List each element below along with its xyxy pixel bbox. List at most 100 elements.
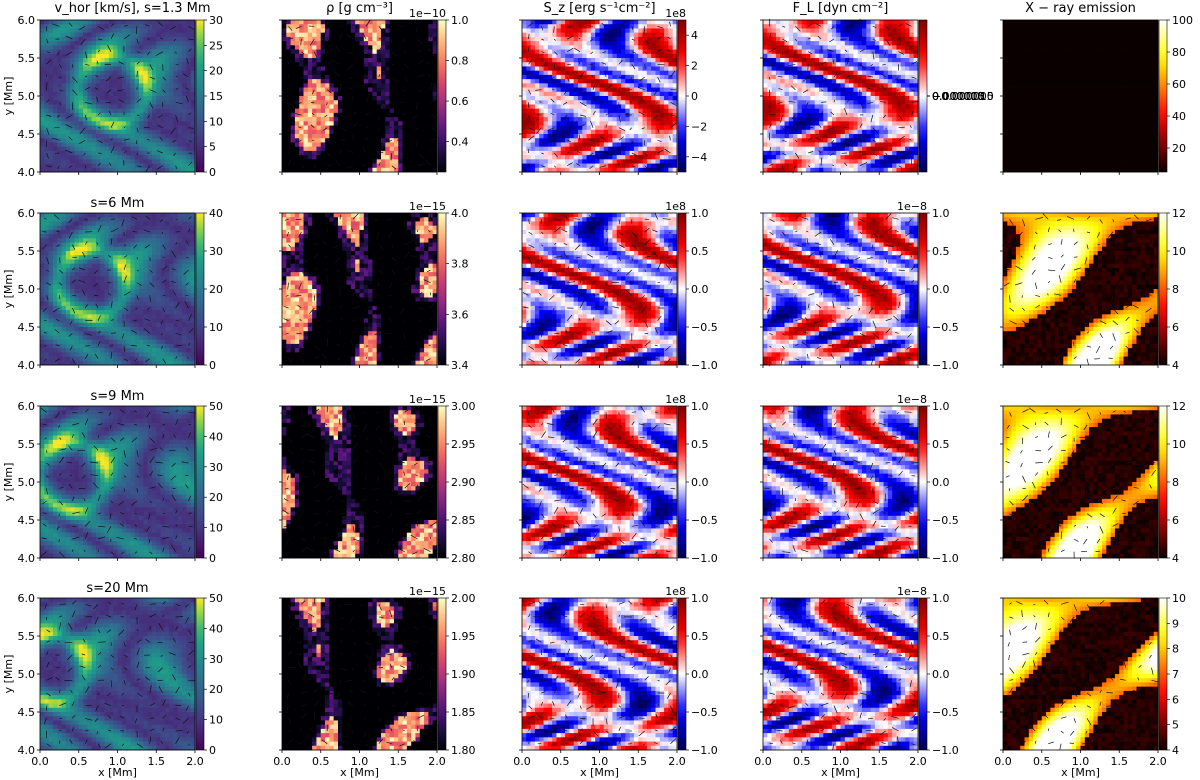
heatmap-cell [161,71,166,76]
heatmap-cell [182,96,187,101]
heatmap-cell [338,121,343,126]
heatmap-cell [806,71,811,76]
heatmap-cell [535,28,540,33]
heatmap-cell [647,79,652,84]
heatmap-cell [126,151,131,156]
heatmap-cell [372,88,377,93]
heatmap-cell [655,121,660,126]
heatmap-cell [780,159,785,164]
heatmap-cell [148,117,153,122]
heatmap-cell [385,20,390,25]
heatmap-cell [295,20,300,25]
heatmap-cell [377,20,382,25]
heatmap-cell [424,79,429,84]
heatmap-cell [797,159,802,164]
heatmap-cell [797,117,802,122]
heatmap-cell [79,121,84,126]
heatmap-cell [113,71,118,76]
heatmap-cell [49,100,54,105]
heatmap-cell [526,130,531,135]
heatmap-cell [651,155,656,160]
heatmap-cell [595,138,600,143]
heatmap-cell [763,83,768,88]
heatmap-cell [574,62,579,67]
heatmap-cell [660,71,665,76]
heatmap-cell [381,109,386,114]
heatmap-cell [368,121,373,126]
heatmap-cell [612,113,617,118]
heatmap-cell [152,79,157,84]
heatmap-cell [321,58,326,63]
heatmap-cell [767,142,772,147]
heatmap-cell [377,142,382,147]
heatmap-cell [152,104,157,109]
heatmap-cell [539,66,544,71]
heatmap-cell [83,83,88,88]
heatmap-cell [582,28,587,33]
heatmap-cell [49,75,54,80]
heatmap-cell [556,24,561,29]
heatmap-cell [556,79,561,84]
heatmap-cell [182,138,187,143]
heatmap-cell [647,121,652,126]
heatmap-cell [668,45,673,50]
heatmap-cell [100,20,105,25]
heatmap-cell [668,147,673,152]
heatmap-cell [295,83,300,88]
heatmap-cell [390,142,395,147]
heatmap-cell [286,50,291,55]
heatmap-cell [329,50,334,55]
heatmap-cell [364,66,369,71]
heatmap-cell [806,130,811,135]
heatmap-cell [109,20,114,25]
heatmap-cell [780,71,785,76]
heatmap-cell [96,41,101,46]
heatmap-cell [304,24,309,29]
heatmap-cell [612,121,617,126]
heatmap-cell [62,50,67,55]
heatmap-cell [282,33,287,38]
heatmap-cell [763,100,768,105]
heatmap-cell [548,147,553,152]
heatmap-cell [113,88,118,93]
heatmap-cell [569,96,574,101]
heatmap-cell [291,33,296,38]
heatmap-cell [424,109,429,114]
heatmap-cell [62,134,67,139]
heatmap-cell [647,88,652,93]
heatmap-cell [44,33,49,38]
heatmap-cell [647,62,652,67]
heatmap-cell [139,54,144,59]
heatmap-cell [126,130,131,135]
heatmap-cell [169,54,174,59]
heatmap-cell [651,100,656,105]
heatmap-cell [797,164,802,169]
heatmap-cell [535,159,540,164]
heatmap-cell [621,138,626,143]
heatmap-cell [625,75,630,80]
heatmap-cell [79,134,84,139]
heatmap-cell [785,147,790,152]
heatmap-cell [608,71,613,76]
heatmap-cell [664,66,669,71]
heatmap-cell [544,79,549,84]
heatmap-cell [767,58,772,63]
heatmap-cell [92,100,97,105]
heatmap-cell [79,96,84,101]
heatmap-cell [578,50,583,55]
heatmap-cell [377,71,382,76]
heatmap-cell [415,66,420,71]
heatmap-cell [139,147,144,152]
heatmap-cell [535,155,540,160]
heatmap-cell [569,142,574,147]
heatmap-cell [772,130,777,135]
heatmap-cell [522,96,527,101]
heatmap-cell [385,164,390,169]
heatmap-cell [368,54,373,59]
heatmap-cell [664,71,669,76]
heatmap-cell [668,58,673,63]
heatmap-cell [351,33,356,38]
heatmap-cell [600,92,605,97]
heatmap-cell [552,41,557,46]
heatmap-cell [295,104,300,109]
